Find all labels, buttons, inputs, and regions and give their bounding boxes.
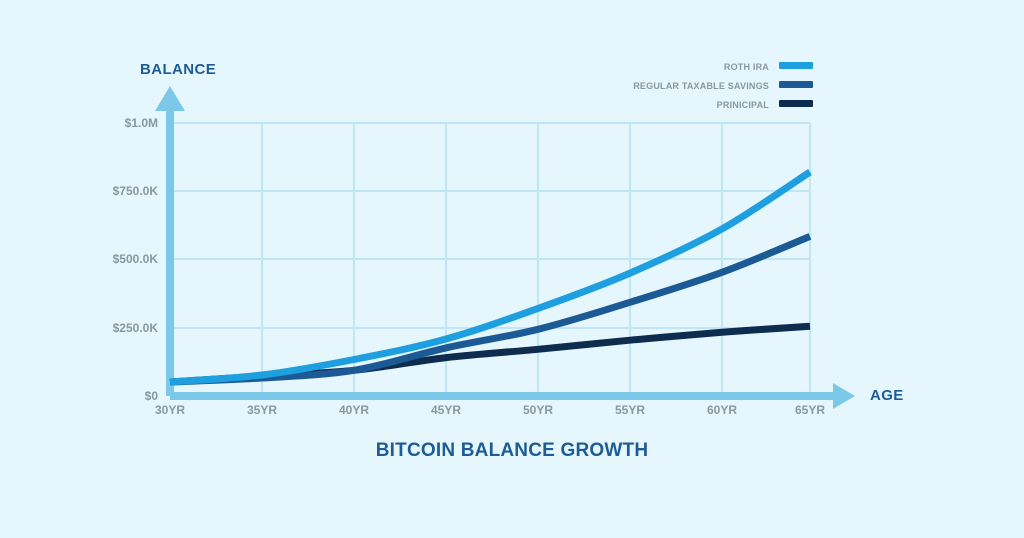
svg-text:45YR: 45YR [431, 403, 461, 417]
svg-text:$250.0K: $250.0K [113, 321, 159, 335]
svg-text:60YR: 60YR [707, 403, 737, 417]
svg-text:$0: $0 [145, 389, 159, 403]
svg-text:35YR: 35YR [247, 403, 277, 417]
svg-text:30YR: 30YR [155, 403, 185, 417]
svg-text:55YR: 55YR [615, 403, 645, 417]
svg-text:40YR: 40YR [339, 403, 369, 417]
svg-text:$750.0K: $750.0K [113, 184, 159, 198]
svg-text:50YR: 50YR [523, 403, 553, 417]
svg-text:65YR: 65YR [795, 403, 825, 417]
svg-text:$500.0K: $500.0K [113, 252, 159, 266]
svg-text:$1.0M: $1.0M [125, 116, 158, 130]
